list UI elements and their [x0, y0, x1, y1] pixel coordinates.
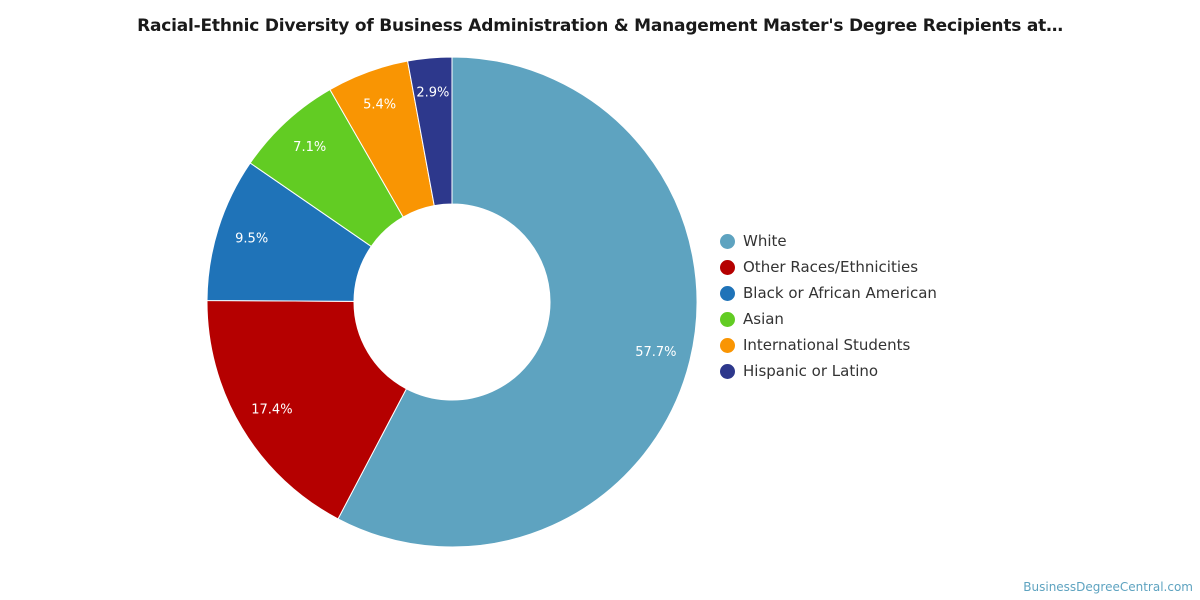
legend-label: Other Races/Ethnicities	[743, 258, 919, 276]
chart-title: Racial-Ethnic Diversity of Business Admi…	[137, 16, 1063, 36]
legend-item-hispanic-or-latino[interactable]: Hispanic or Latino	[720, 358, 937, 384]
slice-label-white: 57.7%	[635, 345, 676, 360]
slice-white[interactable]	[337, 56, 698, 548]
legend-label: Hispanic or Latino	[743, 362, 879, 380]
legend-swatch	[720, 337, 735, 353]
slice-label-other-races-ethnicities: 17.4%	[251, 403, 292, 418]
slices-group	[206, 56, 698, 548]
slice-label-hispanic-or-latino: 2.9%	[416, 85, 449, 100]
slice-hispanic-or-latino[interactable]	[407, 56, 453, 207]
slice-label-asian: 7.1%	[293, 140, 326, 155]
legend-swatch	[720, 363, 735, 379]
source-credit[interactable]: BusinessDegreeCentral.com	[1023, 580, 1193, 594]
legend: White Other Races/Ethnicities Black or Afr…	[720, 228, 937, 384]
legend-item-other-races-ethnicities[interactable]: Other Races/Ethnicities	[720, 254, 937, 280]
legend-item-white[interactable]: White	[720, 228, 937, 254]
legend-swatch	[720, 285, 735, 301]
legend-label: White	[743, 232, 787, 250]
legend-label: International Students	[743, 336, 911, 354]
legend-item-international-students[interactable]: International Students	[720, 332, 937, 358]
slice-labels-group: 57.7% 17.4% 9.5% 7.1% 5.4% 2.9%	[235, 85, 676, 417]
slice-label-international-students: 5.4%	[363, 97, 396, 112]
legend-swatch	[720, 259, 735, 275]
legend-label: Black or African American	[743, 284, 937, 302]
legend-label: Asian	[743, 310, 784, 328]
legend-swatch	[720, 233, 735, 249]
slice-label-black-or-african-american: 9.5%	[235, 231, 268, 246]
legend-item-asian[interactable]: Asian	[720, 306, 937, 332]
slice-other-races-ethnicities[interactable]	[206, 299, 408, 520]
legend-swatch	[720, 311, 735, 327]
legend-item-black-or-african-american[interactable]: Black or African American	[720, 280, 937, 306]
